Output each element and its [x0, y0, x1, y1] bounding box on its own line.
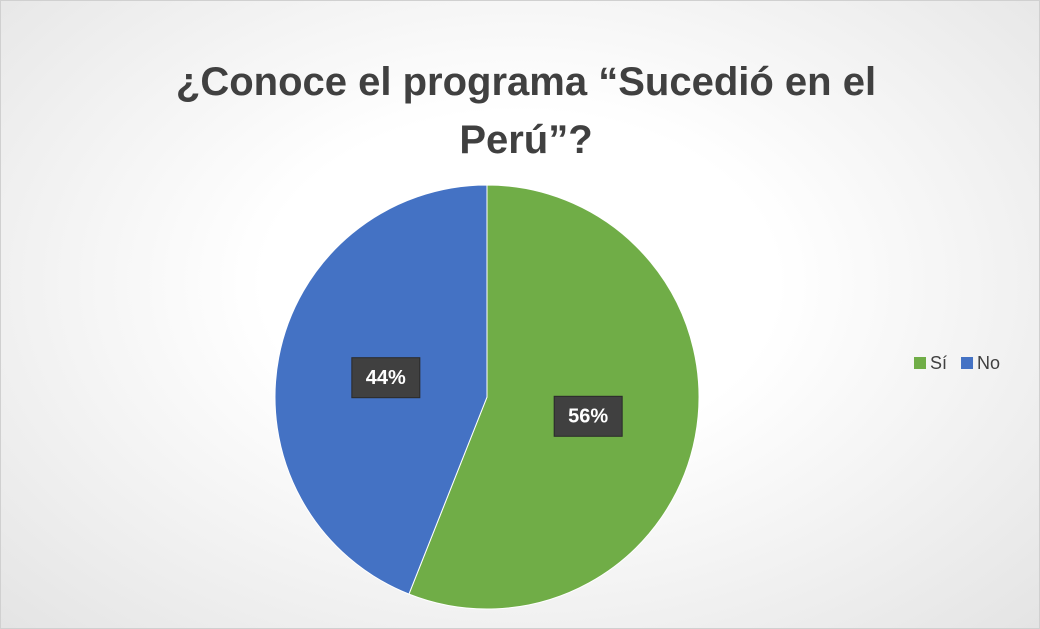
legend-swatch — [914, 357, 926, 369]
data-label-box — [351, 357, 421, 399]
chart-title: ¿Conoce el programa “Sucedió en el Perú”… — [175, 60, 877, 162]
legend-swatch — [961, 357, 974, 369]
legend-label: Sí — [930, 353, 947, 373]
data-label: 44% — [366, 367, 406, 389]
legend-label: No — [977, 353, 1000, 373]
data-label: 56% — [568, 406, 608, 428]
data-label-box — [553, 395, 623, 437]
